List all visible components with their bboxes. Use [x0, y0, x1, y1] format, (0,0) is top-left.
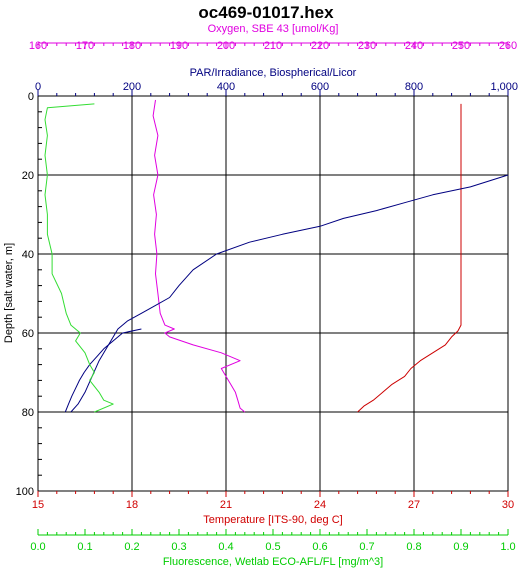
x-tick-label-fluorescence: 0.6 [312, 541, 327, 553]
x-tick-label-fluorescence: 0.1 [77, 541, 92, 553]
grid-lines [37, 95, 509, 492]
x-tick-label-fluorescence: 0.0 [30, 541, 45, 553]
x-tick-label-fluorescence: 1.0 [500, 541, 515, 553]
y-axis-label: Depth [salt water, m] [3, 243, 15, 343]
x-tick-label-oxygen: 240 [405, 40, 423, 52]
x-tick-label-oxygen: 230 [358, 40, 376, 52]
x-tick-label-temperature: 21 [220, 499, 232, 511]
x-tick-label-oxygen: 210 [264, 40, 282, 52]
series-line-oxygen-1 [152, 99, 246, 413]
x-tick-label-fluorescence: 0.2 [124, 541, 139, 553]
plot-frame [37, 95, 509, 492]
series-line-fluorescence-4 [44, 103, 114, 413]
x-tick-label-oxygen: 190 [170, 40, 188, 52]
y-tick-label: 40 [22, 249, 34, 261]
x-tick-label-temperature: 27 [408, 499, 420, 511]
x-tick-label-oxygen: 260 [499, 40, 517, 52]
data-series [44, 99, 509, 413]
y-tick-label: 20 [22, 170, 34, 182]
y-tick-label: 60 [22, 328, 34, 340]
x-tick-label-oxygen: 200 [217, 40, 235, 52]
x-tick-label-fluorescence: 0.7 [359, 541, 374, 553]
x-tick-label-par: 400 [217, 81, 235, 93]
series-line-par-2 [70, 174, 509, 413]
x-tick-label-fluorescence: 0.9 [453, 541, 468, 553]
axis-label-fluorescence: Fluorescence, Wetlab ECO-AFL/FL [mg/m^3] [163, 556, 383, 568]
axis-label-oxygen: Oxygen, SBE 43 [umol/Kg] [208, 23, 339, 35]
chart-title: oc469-01017.hex [198, 3, 334, 22]
y-tick-label: 0 [28, 91, 34, 103]
x-tick-label-oxygen: 180 [123, 40, 141, 52]
x-tick-label-temperature: 30 [502, 499, 514, 511]
x-tick-label-fluorescence: 0.4 [218, 541, 233, 553]
x-tick-label-par: 800 [405, 81, 423, 93]
x-tick-label-oxygen: 220 [311, 40, 329, 52]
x-tick-label-temperature: 15 [32, 499, 44, 511]
x-tick-label-temperature: 18 [126, 499, 138, 511]
x-tick-label-par: 200 [123, 81, 141, 93]
y-tick-label: 100 [16, 486, 34, 498]
x-tick-label-fluorescence: 0.5 [265, 541, 280, 553]
x-tick-label-fluorescence: 0.3 [171, 541, 186, 553]
x-tick-label-fluorescence: 0.8 [406, 541, 421, 553]
series-line-temperature-0 [357, 103, 462, 413]
x-tick-label-oxygen: 160 [29, 40, 47, 52]
axis-label-par: PAR/Irradiance, Biospherical/Licor [190, 67, 357, 79]
x-tick-label-par: 0 [35, 81, 41, 93]
x-tick-label-temperature: 24 [314, 499, 326, 511]
x-tick-label-par: 600 [311, 81, 329, 93]
x-tick-label-par: 1,000 [490, 81, 518, 93]
series-line-par-3 [64, 328, 142, 413]
y-tick-label: 80 [22, 407, 34, 419]
x-tick-label-oxygen: 250 [452, 40, 470, 52]
axis-label-temperature: Temperature [ITS-90, deg C] [203, 514, 342, 526]
x-tick-label-oxygen: 170 [76, 40, 94, 52]
